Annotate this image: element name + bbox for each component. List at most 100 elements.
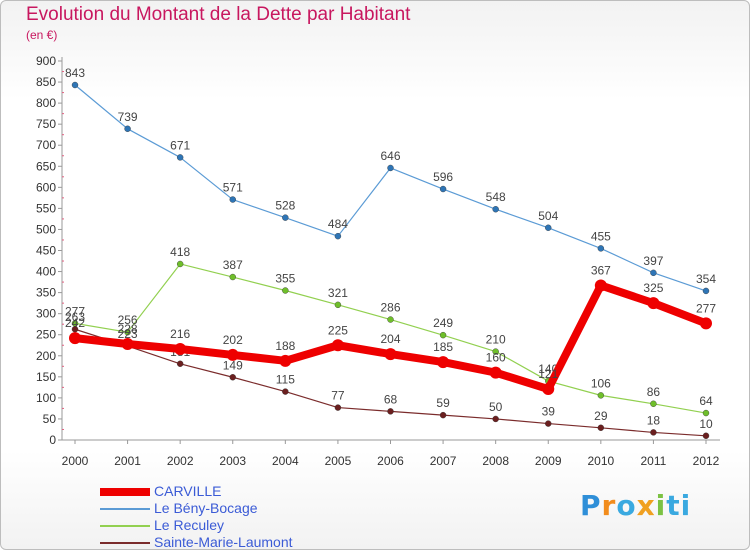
chart-title: Evolution du Montant de la Dette par Hab… [26,4,411,25]
y-tick-label: 700 [36,138,56,152]
data-label-sainte-marie-laumont: 223 [118,327,138,341]
legend-swatch [100,488,150,496]
logo-letter: r [601,489,617,522]
data-label-sainte-marie-laumont: 68 [384,392,398,406]
data-point-carville [331,339,344,352]
logo-letter: i [680,489,692,522]
y-tick-label: 50 [43,412,57,426]
y-tick-label: 550 [36,201,56,215]
data-point-le-reculey [650,400,657,407]
data-label-le-reculey: 249 [433,316,453,330]
series-line-le-beny-bocage [74,84,707,292]
y-tick-label: 500 [36,222,56,236]
logo-letter: t [666,489,681,522]
data-point-le-reculey [334,301,342,309]
data-point-le-beny-bocage [334,232,342,240]
data-label-le-reculey: 210 [486,333,506,347]
data-point-le-reculey [702,409,710,417]
data-label-sainte-marie-laumont: 263 [65,310,85,324]
data-point-le-reculey [597,392,605,399]
data-point-le-reculey [387,316,394,323]
x-tick-label: 2004 [272,454,299,468]
data-point-carville [437,356,450,369]
data-point-carville [700,317,712,330]
data-label-le-beny-bocage: 397 [643,254,663,268]
data-point-carville [594,279,607,292]
data-label-le-beny-bocage: 455 [591,229,611,243]
data-label-carville: 204 [380,332,400,346]
legend-label: Le Bény-Bocage [154,500,258,516]
data-label-le-reculey: 418 [170,245,190,259]
y-tick-label: 100 [36,391,56,405]
x-tick-label: 2011 [641,454,667,468]
legend-swatch [100,525,150,527]
data-point-sainte-marie-laumont [492,415,499,423]
data-label-le-reculey: 256 [118,313,138,327]
y-tick-label: 300 [36,307,56,321]
x-tick-label: 2007 [430,454,457,468]
data-label-carville: 216 [170,327,190,341]
legend-swatch [100,508,150,510]
data-point-le-reculey [282,287,289,294]
y-tick-label: 750 [36,117,56,131]
data-label-sainte-marie-laumont: 149 [223,358,243,372]
data-label-le-reculey: 387 [223,258,243,272]
logo-letter: o [616,489,637,522]
data-label-le-beny-bocage: 484 [328,217,348,231]
data-label-le-beny-bocage: 571 [223,181,243,195]
data-label-le-beny-bocage: 548 [486,190,506,204]
y-tick-label: 450 [36,244,56,258]
data-label-sainte-marie-laumont: 59 [436,396,450,410]
data-point-le-beny-bocage [282,214,289,221]
data-point-le-beny-bocage [492,206,499,213]
data-point-sainte-marie-laumont [702,432,710,439]
data-point-sainte-marie-laumont [387,408,394,415]
x-tick-label: 2009 [535,454,562,468]
data-label-sainte-marie-laumont: 18 [647,413,661,427]
x-tick-label: 2000 [62,454,89,468]
data-label-carville: 202 [223,333,243,347]
data-point-le-reculey [229,273,236,281]
data-label-le-reculey: 321 [328,286,348,300]
data-point-carville [69,332,81,345]
data-label-le-beny-bocage: 528 [275,199,295,213]
y-tick-label: 400 [36,265,56,279]
data-point-sainte-marie-laumont [282,388,289,395]
data-point-le-beny-bocage [702,287,710,295]
y-tick-label: 200 [36,349,56,363]
data-label-le-beny-bocage: 504 [538,209,558,223]
data-point-le-beny-bocage [597,245,605,252]
x-tick-label: 2012 [693,454,720,468]
y-tick-label: 350 [36,286,56,300]
data-label-sainte-marie-laumont: 115 [276,373,295,387]
data-label-carville: 160 [486,351,506,365]
data-label-le-beny-bocage: 596 [433,170,453,184]
data-point-le-reculey [492,348,499,355]
data-label-carville: 325 [643,281,663,295]
data-label-le-reculey: 355 [275,272,295,286]
data-point-sainte-marie-laumont [334,404,342,411]
data-point-le-beny-bocage [229,196,236,203]
data-label-le-beny-bocage: 354 [696,272,716,286]
logo-letter: x [636,489,656,522]
data-point-sainte-marie-laumont [650,429,657,436]
data-label-carville: 242 [65,316,85,330]
y-tick-label: 800 [36,96,56,110]
data-label-carville: 185 [433,340,453,354]
data-point-sainte-marie-laumont [176,360,184,367]
y-tick-label: 250 [36,328,56,342]
x-tick-label: 2003 [219,454,246,468]
data-point-sainte-marie-laumont [597,424,605,431]
logo-letter: i [655,489,667,522]
data-point-le-beny-bocage [439,185,447,193]
data-label-le-reculey: 286 [380,301,400,315]
data-point-le-beny-bocage [176,154,184,161]
data-point-le-beny-bocage [124,125,131,132]
legend-swatch [100,542,150,544]
data-label-sainte-marie-laumont: 10 [699,417,713,431]
data-label-carville: 228 [118,322,138,336]
x-tick-label: 2002 [167,454,194,468]
data-label-le-reculey: 86 [647,385,661,399]
data-label-sainte-marie-laumont: 39 [542,405,556,419]
